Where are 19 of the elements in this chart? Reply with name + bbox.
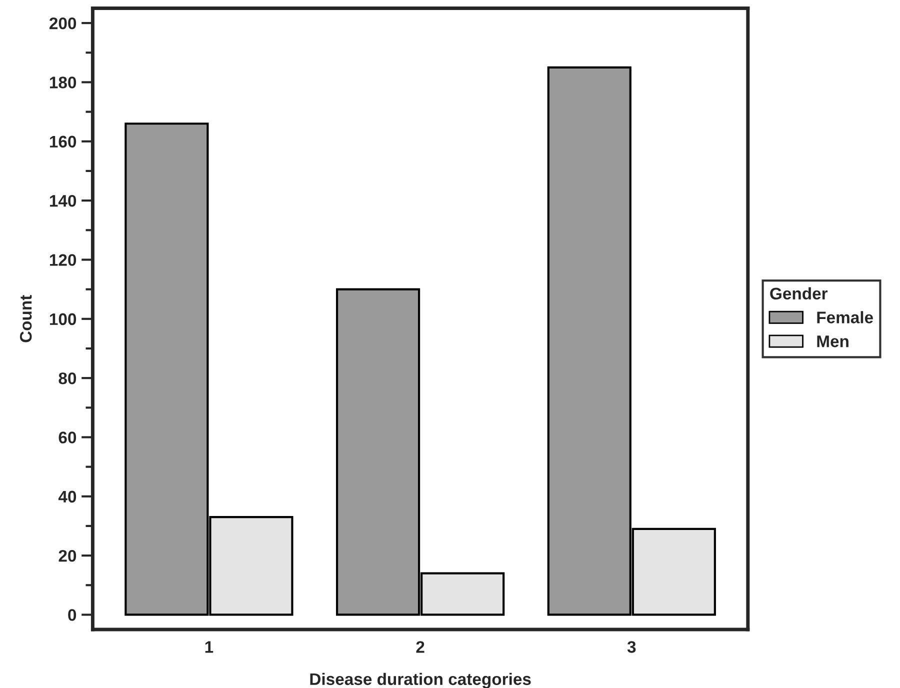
- x-tick-label: 3: [627, 641, 636, 653]
- x-axis-title: Disease duration categories: [310, 672, 531, 688]
- y-axis-title: Count: [20, 295, 32, 342]
- y-tick-label: 180: [50, 76, 76, 88]
- legend-title: Gender: [770, 287, 828, 300]
- y-tick-label: 80: [58, 372, 76, 384]
- y-tick-label: 40: [58, 490, 76, 503]
- x-tick-label: 2: [416, 641, 424, 653]
- y-tick-label: 100: [50, 313, 76, 326]
- legend-label: Female: [817, 311, 873, 324]
- legend-label: Men: [817, 336, 848, 348]
- x-tick-label: 1: [205, 641, 214, 653]
- y-tick-label: 160: [50, 136, 76, 148]
- y-tick-label: 120: [50, 254, 76, 266]
- y-tick-label: 60: [58, 432, 76, 444]
- y-tick-label: 0: [68, 609, 76, 621]
- y-tick-label: 200: [50, 17, 76, 30]
- y-tick-label: 140: [50, 194, 76, 207]
- y-tick-label: 20: [58, 550, 76, 562]
